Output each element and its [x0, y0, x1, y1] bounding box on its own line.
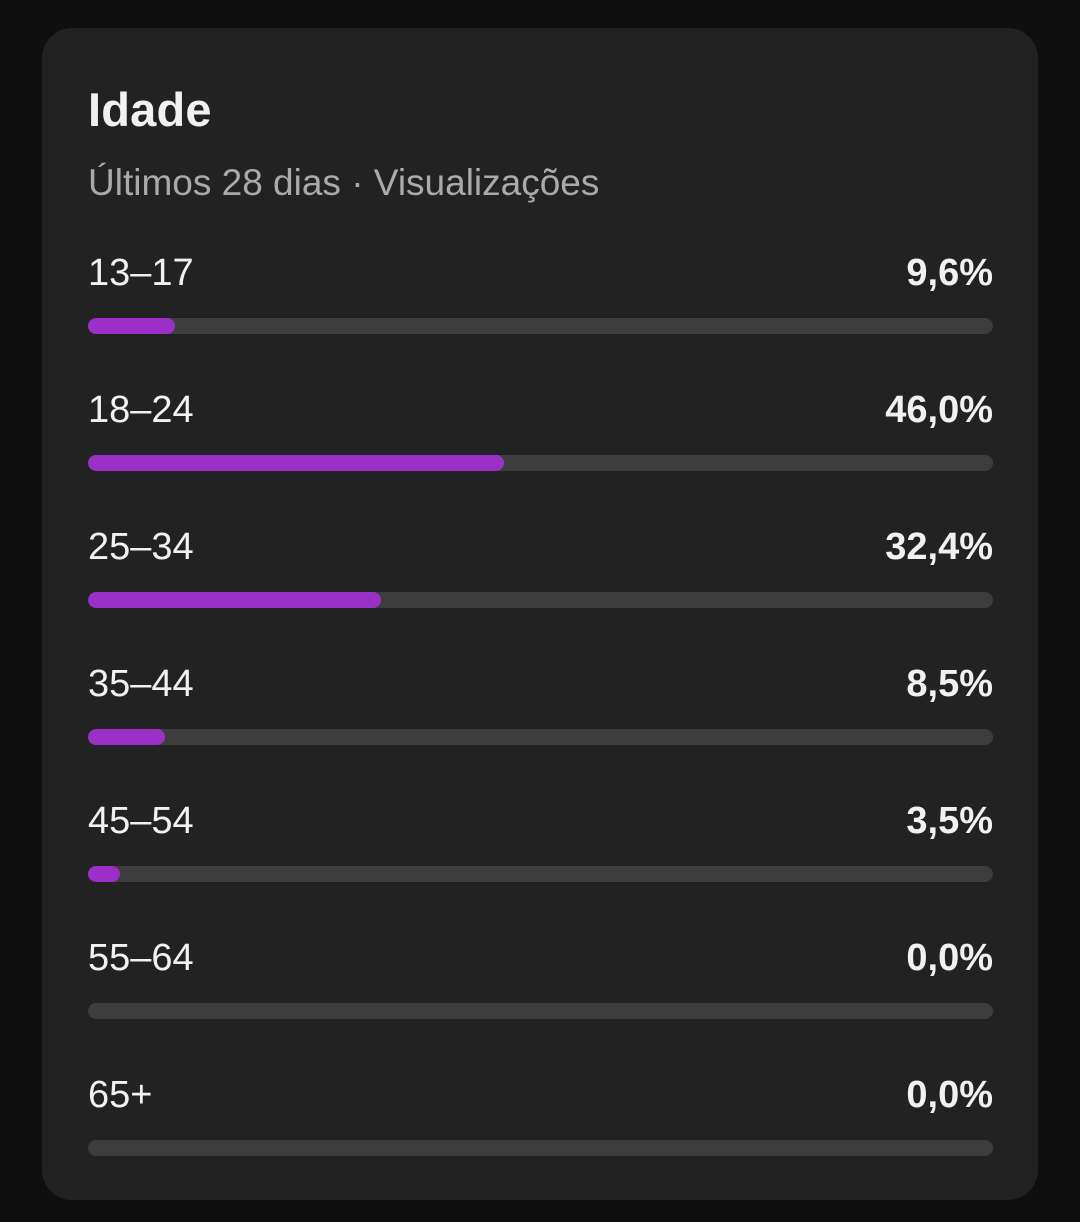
percentage-label: 32,4% — [885, 526, 993, 568]
age-range-label: 35–44 — [88, 663, 194, 705]
age-row: 25–34 32,4% — [88, 524, 993, 661]
age-row: 45–54 3,5% — [88, 798, 993, 935]
bar-track — [88, 318, 993, 334]
bar-fill — [88, 592, 382, 608]
bar-fill — [88, 729, 165, 745]
card-title: Idade — [88, 83, 212, 136]
percentage-label: 0,0% — [906, 1074, 993, 1116]
age-row: 35–44 8,5% — [88, 661, 993, 798]
age-range-label: 25–34 — [88, 526, 194, 568]
age-range-label: 45–54 — [88, 800, 194, 842]
bar-fill — [88, 318, 175, 334]
age-range-label: 55–64 — [88, 937, 194, 979]
bar-track — [88, 455, 993, 471]
age-card: Idade Últimos 28 dias · Visualizações 13… — [42, 28, 1038, 1200]
bar-track — [88, 1140, 993, 1156]
card-subtitle: Últimos 28 dias · Visualizações — [88, 162, 600, 203]
percentage-label: 9,6% — [906, 252, 993, 294]
percentage-label: 0,0% — [906, 937, 993, 979]
bar-track — [88, 866, 993, 882]
age-row: 13–17 9,6% — [88, 250, 993, 387]
age-row: 55–64 0,0% — [88, 935, 993, 1072]
bar-track — [88, 729, 993, 745]
percentage-label: 46,0% — [885, 389, 993, 431]
bar-fill — [88, 455, 505, 471]
age-bar-list: 13–17 9,6% 18–24 46,0% 25–34 32,4% 35–44 8,5% 45… — [88, 250, 993, 1209]
age-range-label: 18–24 — [88, 389, 194, 431]
bar-fill — [88, 866, 120, 882]
age-range-label: 13–17 — [88, 252, 194, 294]
bar-track — [88, 592, 993, 608]
age-row: 65+ 0,0% — [88, 1072, 993, 1209]
age-range-label: 65+ — [88, 1074, 153, 1116]
percentage-label: 3,5% — [906, 800, 993, 842]
percentage-label: 8,5% — [906, 663, 993, 705]
age-row: 18–24 46,0% — [88, 387, 993, 524]
bar-track — [88, 1003, 993, 1019]
